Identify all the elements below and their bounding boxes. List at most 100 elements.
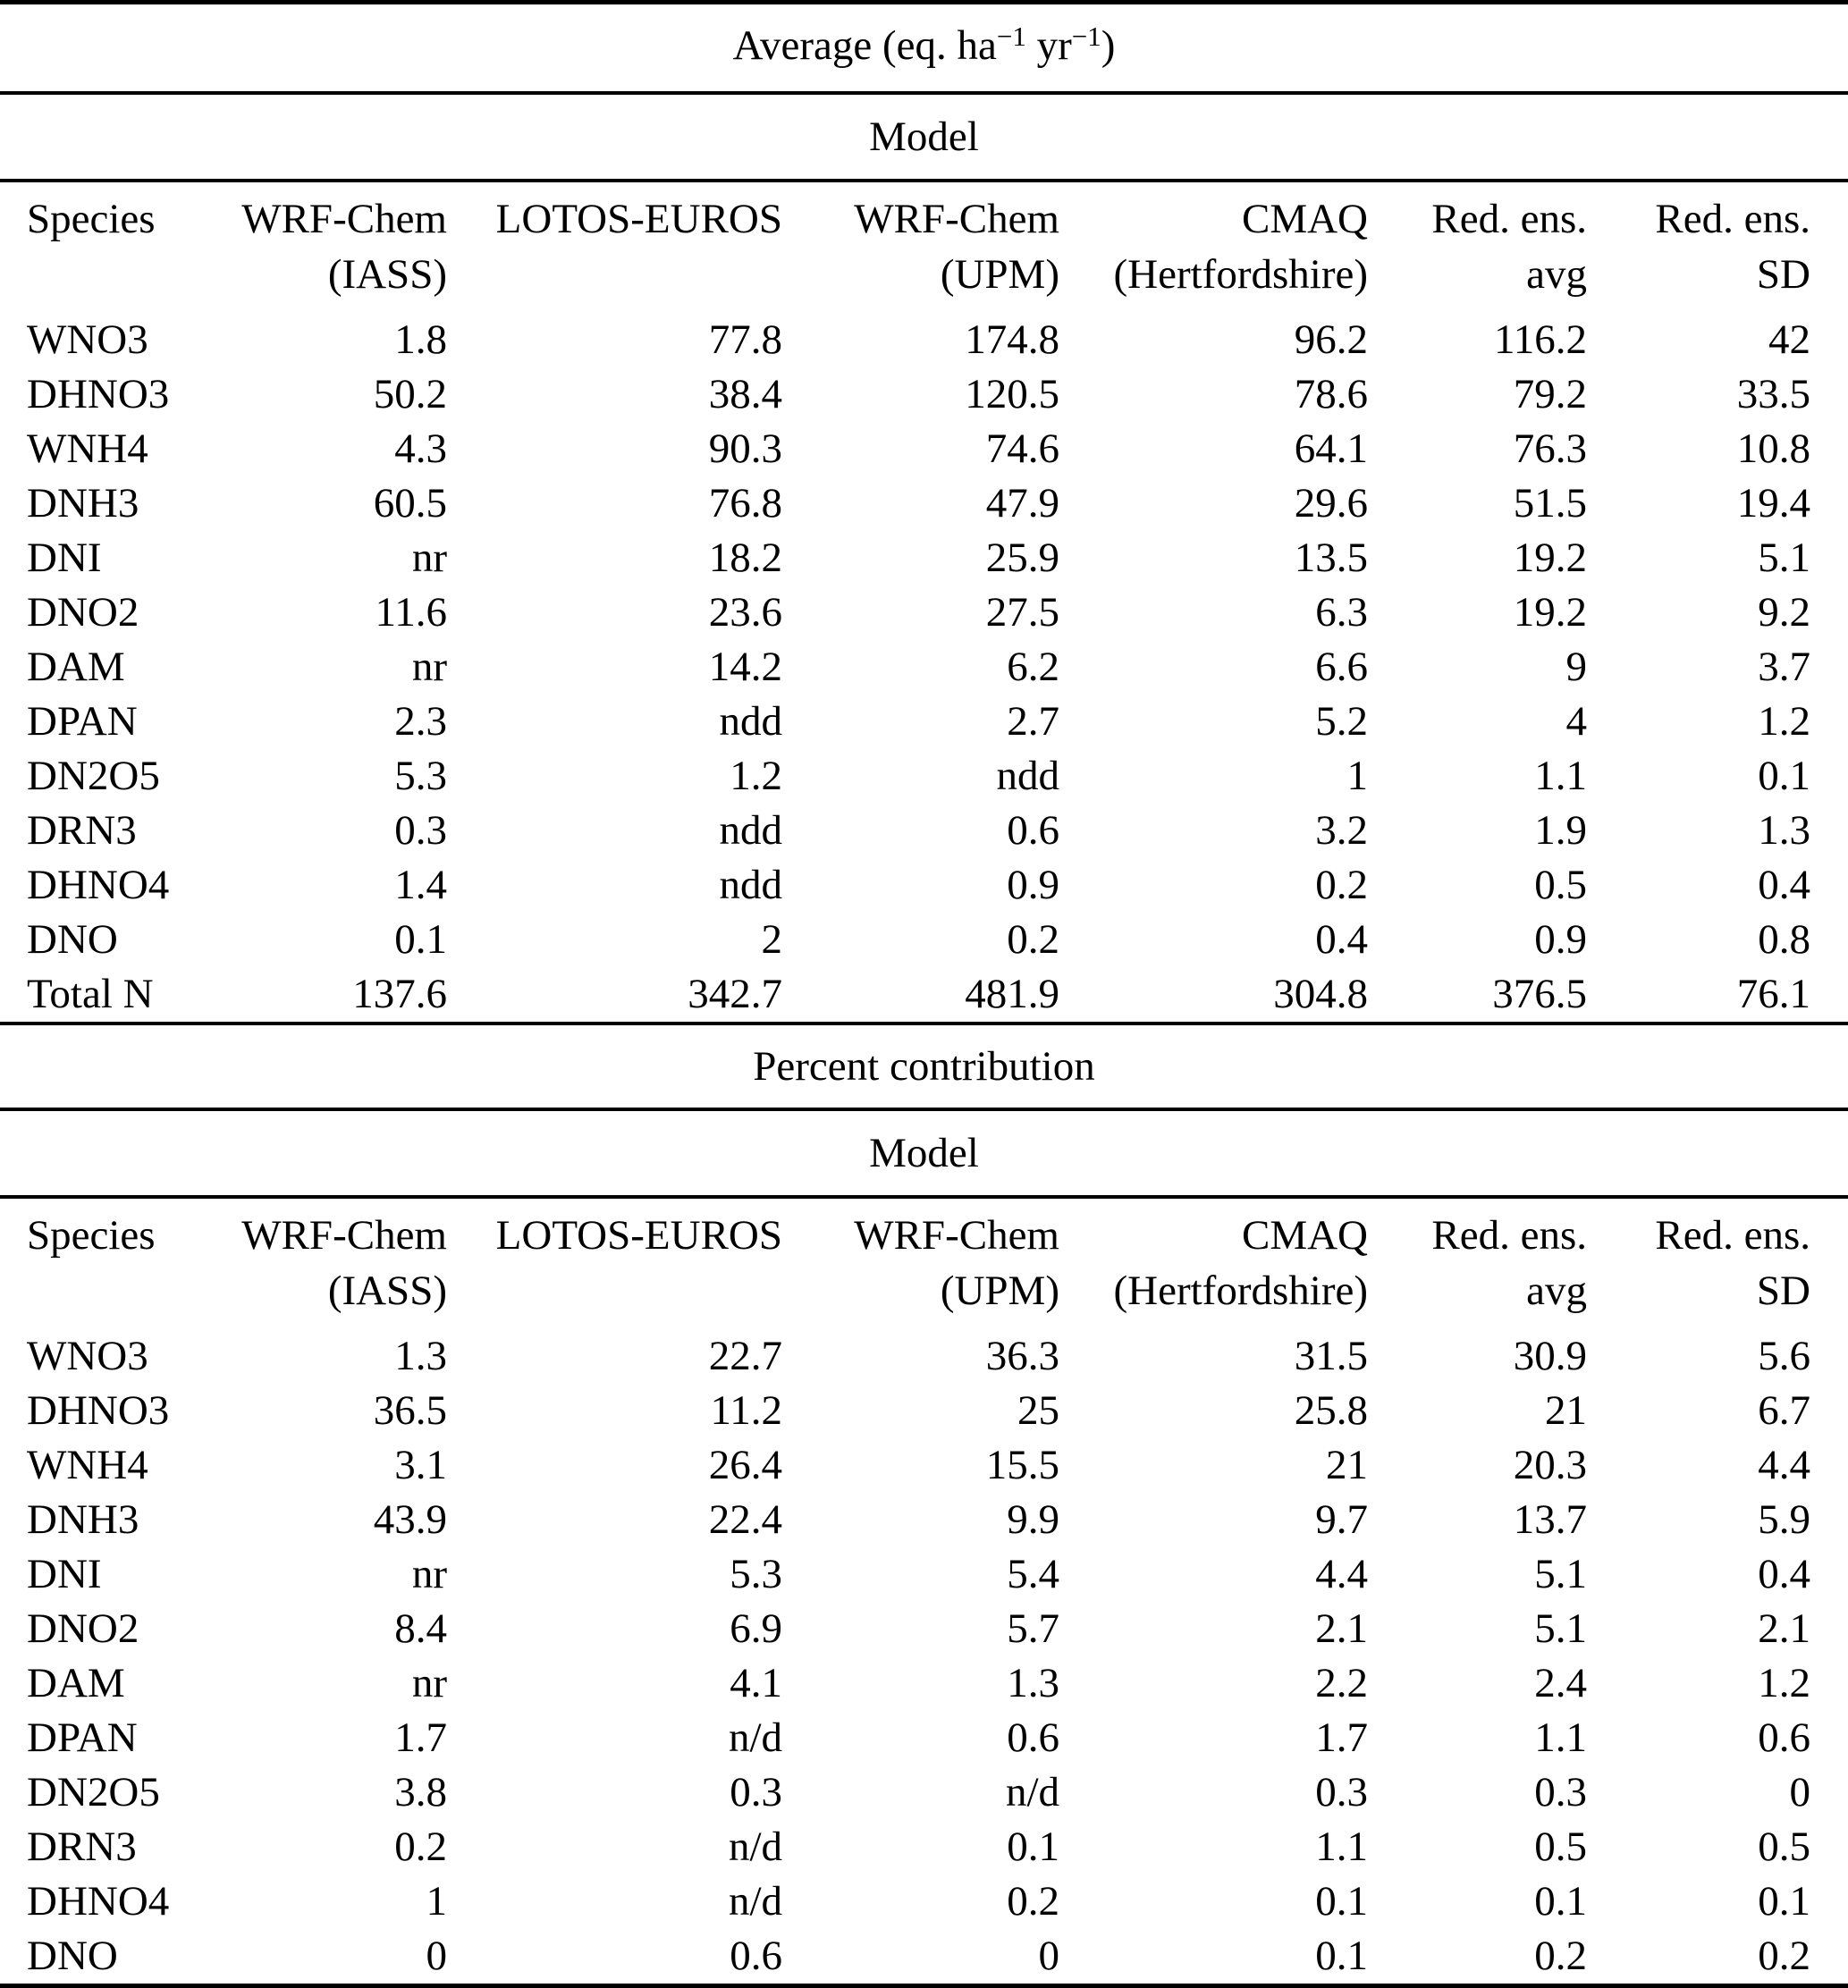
table-row: DAM nr 4.1 1.3 2.2 2.4 1.2 [0,1656,1848,1711]
value-cell: 14.2 [708,644,782,690]
column-header-red-ens-avg: Red. ens. avg [1431,196,1587,298]
value-cell: 4.1 [730,1660,782,1706]
value-cell: 174.8 [965,316,1059,363]
value-cell: 43.9 [373,1496,447,1543]
value-cell: 0.5 [1534,862,1587,908]
value-cell: 0.6 [1007,807,1059,854]
value-cell: 25.8 [1294,1387,1368,1434]
rule-divider [0,179,1848,182]
table-row: DNO 0 0.6 0 0.1 0.2 0.2 [0,1929,1848,1984]
value-cell: 4 [1565,698,1588,745]
value-cell: 22.4 [708,1496,782,1543]
species-cell: WNH4 [27,425,148,472]
value-cell: 60.5 [373,480,447,526]
percent-table: Species WRF-Chem (IASS) LOTOS-EUROS WRF-C… [0,1199,1848,1984]
value-cell: 21 [1545,1387,1587,1434]
value-cell: 25 [1017,1387,1059,1434]
species-cell: Total N [27,971,154,1017]
species-cell: DAM [27,644,125,690]
value-cell: 13.7 [1513,1496,1587,1543]
value-cell: 0.1 [1315,1878,1368,1925]
value-cell: 33.5 [1736,371,1810,417]
value-cell: 1.3 [1758,807,1810,854]
species-cell: DNO2 [27,589,139,636]
value-cell: 0.6 [1007,1714,1059,1761]
value-cell: 0.4 [1758,862,1810,908]
species-cell: DPAN [27,698,138,745]
rule-divider [0,1108,1848,1111]
value-cell: 30.9 [1513,1333,1587,1379]
value-cell: nr [411,535,447,581]
value-cell: 4.4 [1315,1551,1368,1597]
value-cell: 4.3 [394,425,447,472]
value-cell: nr [411,644,447,690]
value-cell: 342.7 [688,971,782,1017]
value-cell: 51.5 [1513,480,1587,526]
value-cell: 0.4 [1758,1551,1810,1597]
value-cell: 6.6 [1315,644,1368,690]
value-cell: 0.3 [1534,1769,1587,1815]
value-cell: 1.8 [394,316,447,363]
rule-divider [0,1022,1848,1025]
section-title-percent: Percent contribution [0,1025,1848,1108]
value-cell: n/d [1005,1769,1059,1815]
table-row: WNO3 1.8 77.8 174.8 96.2 116.2 42 [0,313,1848,367]
value-cell: 15.5 [985,1442,1059,1488]
value-cell: 19.4 [1736,480,1810,526]
value-cell: nr [411,1660,447,1706]
value-cell: 29.6 [1294,480,1368,526]
value-cell: 0.3 [730,1769,782,1815]
rule-divider [0,91,1848,95]
value-cell: 0.4 [1315,916,1368,963]
value-cell: 6.3 [1315,589,1368,636]
value-cell: 1.9 [1534,807,1587,854]
value-cell: 5.1 [1758,535,1810,581]
value-cell: 3.8 [394,1769,447,1815]
value-cell: 0.2 [394,1824,447,1870]
rule-divider [0,0,1848,4]
title-text: ) [1101,22,1116,69]
value-cell: 1.4 [394,862,447,908]
value-cell: 1.3 [394,1333,447,1379]
value-cell: 6.2 [1007,644,1059,690]
value-cell: ndd [996,753,1060,799]
value-cell: 19.2 [1513,589,1587,636]
column-header-red-ens-sd: Red. ens. SD [1655,196,1810,298]
value-cell: 23.6 [708,589,782,636]
species-cell: DNI [27,535,102,581]
value-cell: 304.8 [1273,971,1368,1017]
value-cell: 0 [1038,1933,1060,1979]
value-cell: 36.3 [985,1333,1059,1379]
value-cell: 0.1 [1758,753,1810,799]
column-header-cmaq: CMAQ (Hertfordshire) [1113,196,1368,298]
value-cell: 18.2 [708,535,782,581]
model-group-header: Model [869,1130,979,1176]
value-cell: n/d [728,1714,782,1761]
value-cell: nr [411,1551,447,1597]
column-header-lotos-euros: LOTOS-EUROS [495,1212,782,1259]
value-cell: 42 [1768,316,1810,363]
value-cell: 0.8 [1758,916,1810,963]
value-cell: 22.7 [708,1333,782,1379]
table-row: DNH3 60.5 76.8 47.9 29.6 51.5 19.4 [0,476,1848,531]
value-cell: 0.3 [1315,1769,1368,1815]
value-cell: 9.7 [1315,1496,1368,1543]
value-cell: 0 [1789,1769,1811,1815]
value-cell: 4.4 [1758,1442,1810,1488]
value-cell: 0.3 [394,807,447,854]
title-superscript: −1 [1071,20,1101,52]
value-cell: 5.4 [1007,1551,1059,1597]
value-cell: 9 [1565,644,1588,690]
value-cell: 0.2 [1315,862,1368,908]
species-cell: DNO2 [27,1605,139,1652]
value-cell: 1 [1346,753,1369,799]
column-header-red-ens-avg: Red. ens. avg [1431,1212,1587,1314]
value-cell: 137.6 [352,971,447,1017]
value-cell: 5.1 [1534,1551,1587,1597]
column-header-wrf-chem-iass: WRF-Chem (IASS) [241,1212,447,1314]
value-cell: ndd [719,807,783,854]
species-cell: WNO3 [27,316,148,363]
table-row: DPAN 2.3 ndd 2.7 5.2 4 1.2 [0,695,1848,749]
value-cell: n/d [728,1824,782,1870]
table-row: DNI nr 18.2 25.9 13.5 19.2 5.1 [0,531,1848,585]
